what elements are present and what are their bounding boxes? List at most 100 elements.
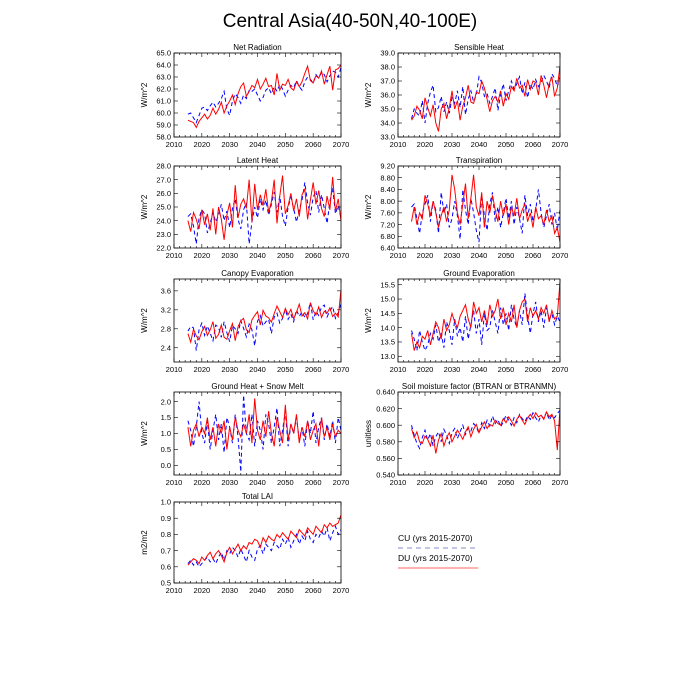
x-tick-label: 2060 bbox=[525, 365, 542, 374]
series-line-du bbox=[187, 514, 341, 566]
y-tick-label: 8.00 bbox=[380, 197, 395, 206]
panel-4: 2010 2020 2030 2040 2050 2060 2070 6.40 6.80 7.20… bbox=[364, 156, 568, 260]
series-line-cu bbox=[187, 395, 341, 472]
series-line-du bbox=[411, 65, 560, 132]
y-tick-label: 64.0 bbox=[156, 61, 171, 70]
y-tick-label: 6.80 bbox=[380, 232, 395, 241]
x-tick-label: 2050 bbox=[498, 365, 515, 374]
y-tick-label: 2.8 bbox=[161, 325, 171, 334]
y-tick-label: 3.2 bbox=[161, 306, 171, 315]
y-tick-label: 0.600 bbox=[376, 421, 395, 430]
x-tick-label: 2070 bbox=[333, 140, 350, 149]
x-tick-label: 2030 bbox=[444, 478, 461, 487]
x-tick-label: 2030 bbox=[221, 365, 238, 374]
y-tick-label: 0.6 bbox=[161, 563, 171, 572]
y-tick-label: 0.560 bbox=[376, 454, 395, 463]
x-tick-label: 2020 bbox=[193, 586, 210, 595]
series-line-cu bbox=[411, 293, 560, 352]
panel-title: Ground Evaporation bbox=[443, 269, 515, 278]
y-tick-label: 0.540 bbox=[376, 471, 395, 480]
x-tick-label: 2020 bbox=[193, 365, 210, 374]
x-tick-label: 2070 bbox=[552, 140, 569, 149]
series-line-du bbox=[411, 281, 560, 351]
x-tick-label: 2040 bbox=[471, 365, 488, 374]
legend-label-du: DU (yrs 2015-2070) bbox=[398, 553, 473, 563]
y-tick-label: 26.0 bbox=[156, 189, 171, 198]
panel-2: 2010 2020 2030 2040 2050 2060 2070 33.0 34.0 35.0… bbox=[364, 43, 568, 149]
y-tick-label: 37.0 bbox=[380, 77, 395, 86]
x-tick-label: 2030 bbox=[221, 251, 238, 260]
x-tick-label: 2070 bbox=[552, 251, 569, 260]
x-tick-label: 2030 bbox=[221, 586, 238, 595]
x-tick-label: 2050 bbox=[498, 478, 515, 487]
legend-label-cu: CU (yrs 2015-2070) bbox=[398, 533, 473, 543]
x-tick-label: 2020 bbox=[193, 478, 210, 487]
y-tick-label: 0.5 bbox=[161, 445, 171, 454]
panel-7: 2010 2020 2030 2040 2050 2060 2070 0.0 0.5 1.0 1.5… bbox=[140, 382, 349, 487]
y-tick-label: 7.20 bbox=[380, 220, 395, 229]
y-tick-label: 8.40 bbox=[380, 185, 395, 194]
x-tick-label: 2040 bbox=[471, 478, 488, 487]
y-tick-label: 14.5 bbox=[380, 309, 395, 318]
x-tick-label: 2040 bbox=[249, 251, 266, 260]
x-tick-label: 2020 bbox=[193, 251, 210, 260]
y-tick-label: 0.580 bbox=[376, 438, 395, 447]
x-tick-label: 2050 bbox=[498, 251, 515, 260]
y-tick-label: 9.20 bbox=[380, 162, 395, 171]
y-axis-label: W/m^2 bbox=[140, 308, 149, 333]
y-tick-label: 62.0 bbox=[156, 85, 171, 94]
panel-5: 2010 2020 2030 2040 2050 2060 2070 2.4 2.8 3.2 3.6… bbox=[140, 269, 349, 374]
x-tick-label: 2040 bbox=[471, 251, 488, 260]
y-tick-label: 27.0 bbox=[156, 175, 171, 184]
series-line-du bbox=[187, 64, 341, 129]
y-tick-label: 63.0 bbox=[156, 73, 171, 82]
series-line-cu bbox=[411, 72, 560, 124]
panel-3: 2010 2020 2030 2040 2050 2060 2070 22.0 23.0 24.0… bbox=[140, 156, 349, 260]
x-tick-label: 2010 bbox=[390, 140, 407, 149]
y-axis-label: W/m^2 bbox=[140, 194, 149, 219]
y-tick-label: 13.0 bbox=[380, 352, 395, 361]
x-tick-label: 2050 bbox=[498, 140, 515, 149]
panel-9: 2010 2020 2030 2040 2050 2060 2070 0.5 0.6 0.7 0.8… bbox=[140, 492, 349, 595]
y-tick-label: 61.0 bbox=[156, 97, 171, 106]
y-axis-label: W/m^2 bbox=[140, 82, 149, 107]
x-tick-label: 2060 bbox=[525, 140, 542, 149]
y-tick-label: 2.4 bbox=[161, 343, 171, 352]
panel-8: 2010 2020 2030 2040 2050 2060 2070 0.540 0.560 0.… bbox=[364, 382, 568, 487]
y-tick-label: 1.5 bbox=[161, 413, 171, 422]
plot-frame bbox=[173, 501, 342, 584]
y-tick-label: 39.0 bbox=[380, 49, 395, 58]
x-tick-label: 2010 bbox=[166, 586, 183, 595]
x-tick-label: 2060 bbox=[525, 251, 542, 260]
panel-title: Sensible Heat bbox=[454, 43, 505, 52]
panel-title: Total LAI bbox=[242, 492, 273, 501]
x-tick-label: 2040 bbox=[249, 140, 266, 149]
panel-title: Net Radiation bbox=[233, 43, 281, 52]
x-tick-label: 2010 bbox=[390, 478, 407, 487]
y-tick-label: 25.0 bbox=[156, 203, 171, 212]
panel-title: Canopy Evaporation bbox=[221, 269, 294, 278]
y-axis-label: W/m^2 bbox=[364, 82, 373, 107]
panel-title: Ground Heat + Snow Melt bbox=[211, 382, 304, 391]
x-tick-label: 2060 bbox=[305, 365, 322, 374]
x-tick-label: 2010 bbox=[390, 365, 407, 374]
x-tick-label: 2030 bbox=[444, 365, 461, 374]
y-axis-label: W/m^2 bbox=[364, 194, 373, 219]
x-tick-label: 2070 bbox=[333, 251, 350, 260]
y-tick-label: 0.0 bbox=[161, 461, 171, 470]
y-tick-label: 0.7 bbox=[161, 546, 171, 555]
panel-title: Transpiration bbox=[456, 156, 502, 165]
y-tick-label: 15.5 bbox=[380, 280, 395, 289]
x-tick-label: 2040 bbox=[249, 478, 266, 487]
y-tick-label: 1.0 bbox=[161, 498, 171, 507]
x-tick-label: 2060 bbox=[305, 586, 322, 595]
x-tick-label: 2010 bbox=[390, 251, 407, 260]
legend: CU (yrs 2015-2070) DU (yrs 2015-2070) bbox=[398, 533, 478, 569]
panel-6: 2010 2020 2030 2040 2050 2060 2070 13.0 13.5 14.0… bbox=[364, 269, 568, 374]
series-line-du bbox=[187, 398, 341, 450]
y-tick-label: 33.0 bbox=[380, 133, 395, 142]
y-tick-label: 2.0 bbox=[161, 397, 171, 406]
y-tick-label: 13.5 bbox=[380, 338, 395, 347]
x-tick-label: 2070 bbox=[333, 586, 350, 595]
y-tick-label: 0.9 bbox=[161, 514, 171, 523]
